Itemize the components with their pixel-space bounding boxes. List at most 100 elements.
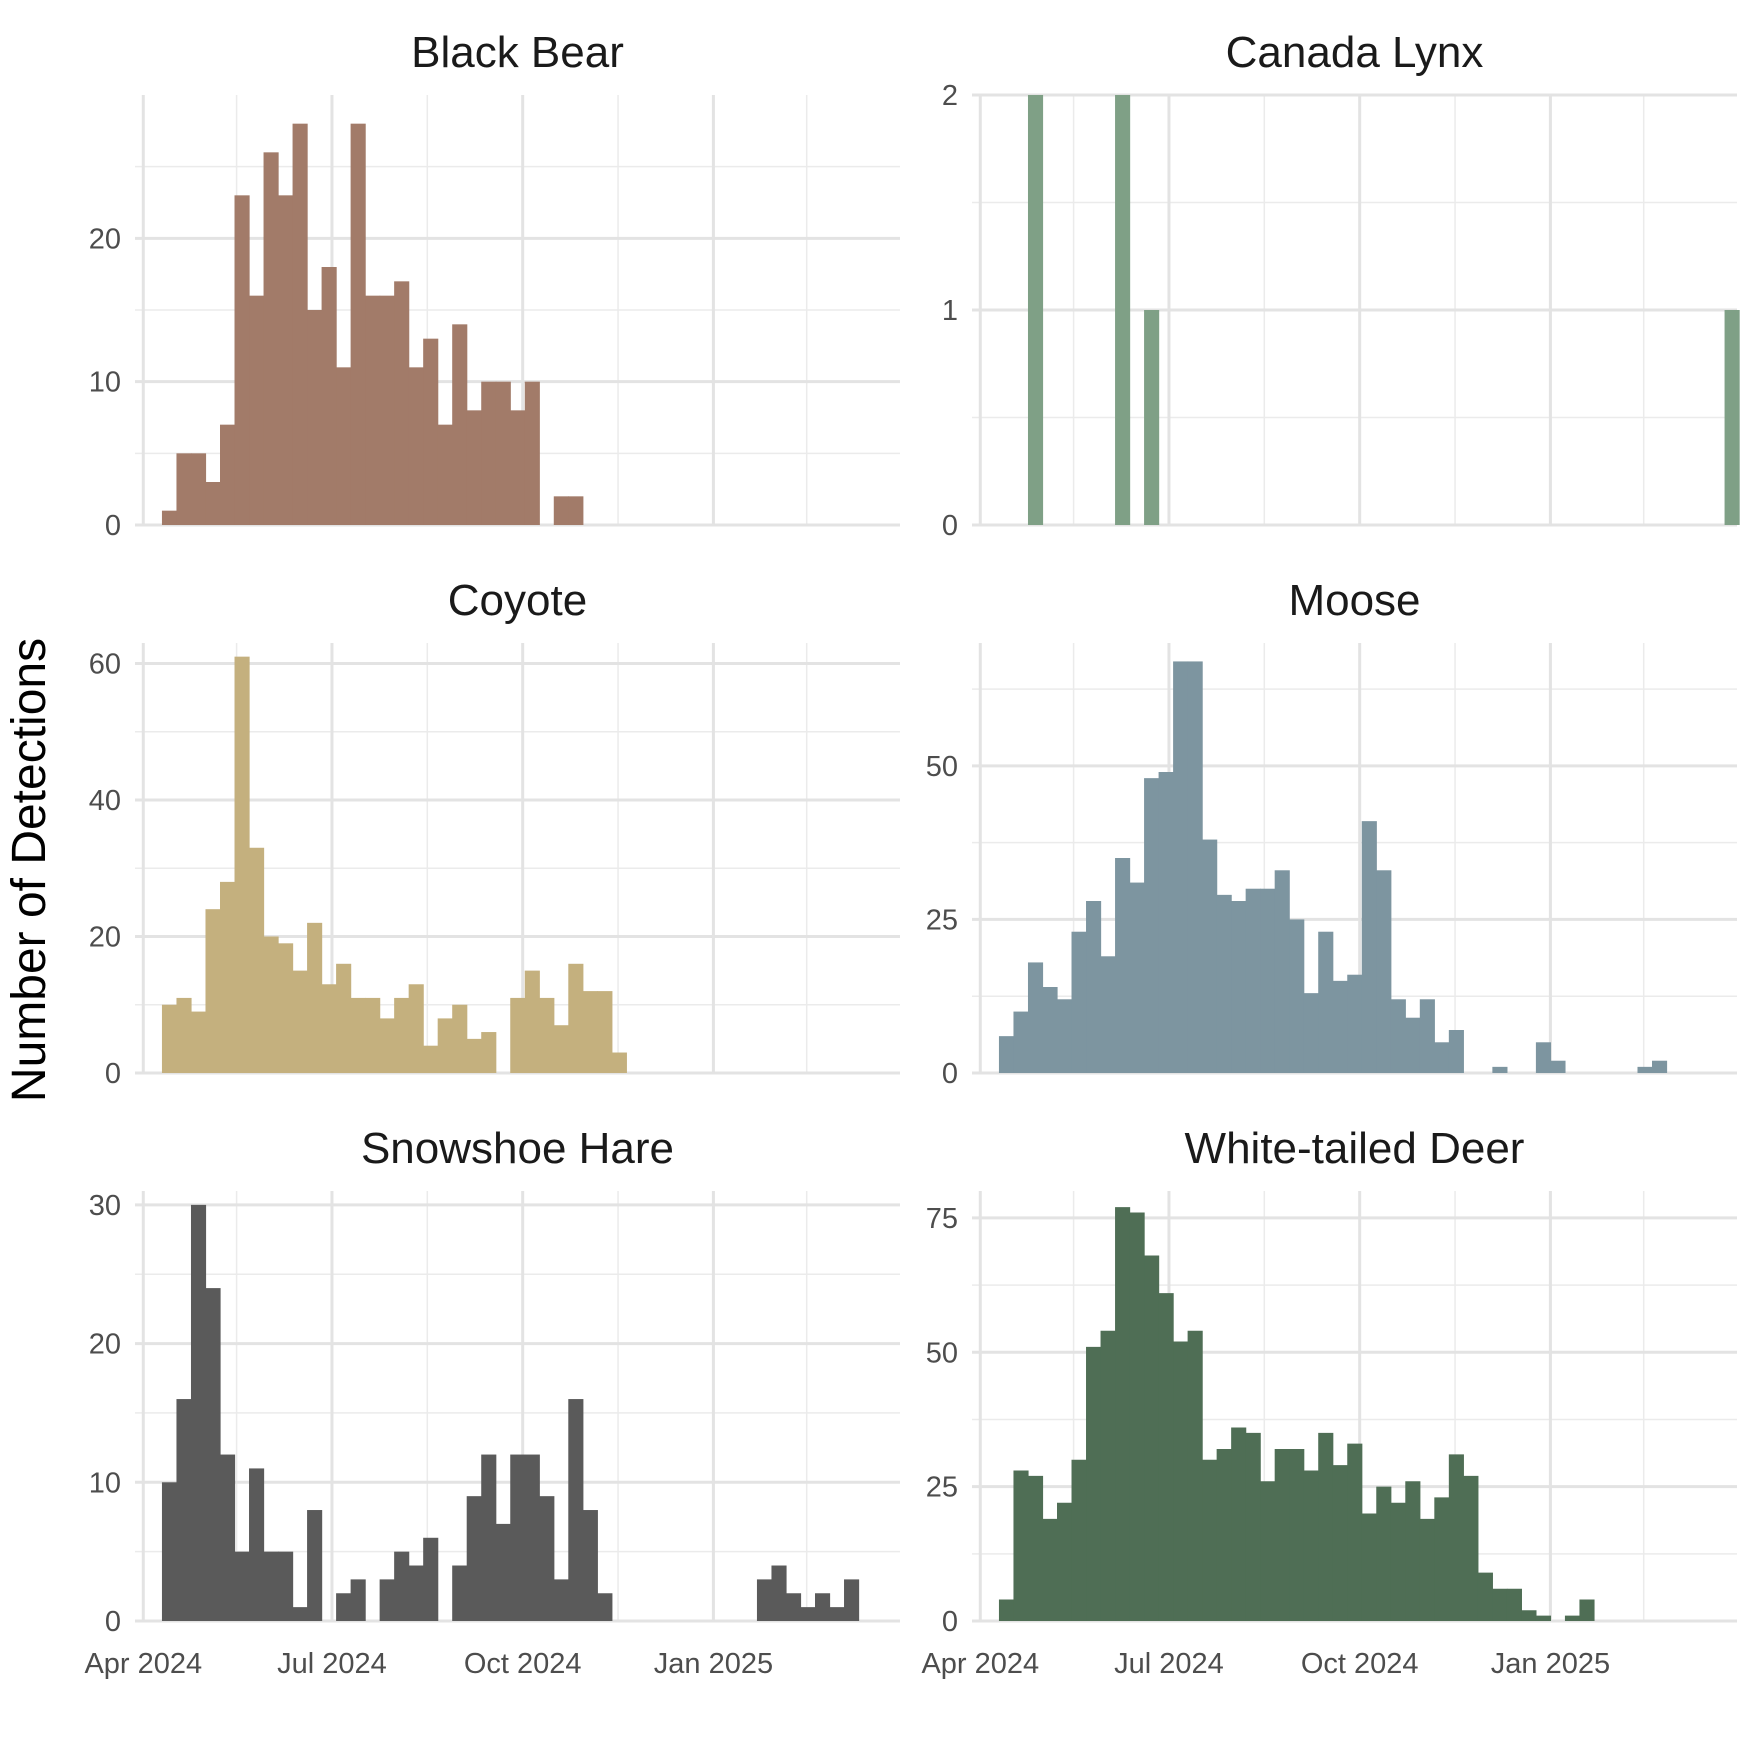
histogram-bar — [582, 1510, 598, 1621]
histogram-bar — [1535, 1615, 1552, 1621]
panel-black-bear: Black Bear 0 10 20 — [89, 28, 900, 542]
histogram-bar — [1332, 1465, 1348, 1621]
y-axis-label: Number of Detections — [3, 638, 56, 1102]
histogram-bar — [394, 997, 410, 1073]
histogram-bar — [437, 424, 453, 525]
histogram-bar — [1071, 931, 1087, 1073]
histogram-bar — [539, 1496, 555, 1621]
y-tick-label: 0 — [942, 510, 958, 542]
histogram-bar — [1376, 870, 1392, 1073]
x-tick-label: Jul 2024 — [277, 1648, 387, 1680]
histogram-bar — [161, 1482, 178, 1621]
histogram-bar — [597, 991, 613, 1073]
histogram-bar — [408, 367, 424, 525]
histogram-bar — [307, 922, 323, 1073]
y-tick-label: 0 — [105, 1058, 121, 1090]
histogram-bar — [1187, 1330, 1203, 1621]
histogram-bar — [1245, 888, 1261, 1073]
histogram-bar — [1216, 894, 1232, 1073]
histogram-bar — [568, 963, 584, 1073]
histogram-bar — [1129, 1212, 1145, 1621]
histogram-bar — [1419, 1518, 1435, 1621]
panel-title: White-tailed Deer — [1185, 1124, 1525, 1173]
histogram-bar — [394, 1551, 410, 1621]
histogram-bar — [1086, 1346, 1102, 1621]
histogram-bar — [1071, 1459, 1087, 1621]
histogram-bar — [1361, 821, 1377, 1073]
histogram-bar — [1390, 1502, 1406, 1621]
histogram-bar — [1245, 1432, 1261, 1621]
histogram-bar — [1144, 778, 1160, 1073]
histogram-bar — [1448, 1030, 1464, 1073]
histogram-bar — [1448, 1454, 1464, 1621]
histogram-bar — [1724, 310, 1740, 525]
histogram-bar — [292, 970, 308, 1073]
histogram-bar — [423, 1537, 439, 1621]
histogram-bar — [190, 453, 207, 525]
histogram-bar — [539, 997, 555, 1073]
histogram-bar — [205, 1288, 221, 1621]
histogram-bar — [1492, 1588, 1508, 1621]
histogram-bar — [1216, 1449, 1232, 1621]
histogram-bar — [1492, 1066, 1508, 1073]
histogram-bar — [481, 381, 497, 525]
histogram-bar — [307, 310, 323, 525]
histogram-bar — [1332, 980, 1348, 1073]
histogram-bar — [1405, 1481, 1421, 1621]
histogram-bar — [350, 997, 366, 1073]
histogram-bar — [1158, 1293, 1174, 1621]
histogram-bar — [176, 453, 192, 525]
histogram-bar — [321, 984, 337, 1073]
histogram-bar — [1129, 882, 1145, 1073]
histogram-bar — [553, 1025, 569, 1073]
histogram-bar — [161, 1004, 178, 1073]
histogram-bar — [1303, 993, 1319, 1073]
y-tick-label: 20 — [89, 1329, 121, 1361]
histogram-bar — [1173, 661, 1189, 1073]
histogram-bar — [249, 847, 265, 1073]
histogram-bar — [844, 1579, 860, 1621]
histogram-bar — [1057, 999, 1073, 1073]
histogram-bar — [1027, 95, 1044, 525]
histogram-bar — [800, 1607, 816, 1621]
histogram-bar — [1144, 310, 1160, 525]
x-tick-label: Oct 2024 — [1301, 1648, 1419, 1680]
histogram-bar — [307, 1510, 323, 1621]
histogram-bar — [1187, 661, 1203, 1073]
histogram-bar — [1637, 1066, 1653, 1073]
histogram-bar — [452, 1565, 468, 1621]
histogram-bar — [1013, 1470, 1029, 1621]
y-tick-label: 0 — [942, 1606, 958, 1638]
histogram-bar — [1231, 901, 1247, 1073]
histogram-bar — [408, 1565, 424, 1621]
histogram-bar — [220, 1454, 236, 1621]
histogram-bar — [829, 1607, 845, 1621]
panel-snowshoe-hare: Snowshoe Hare 0 10 20 30 Apr 2024 Jul 2024 Oct … — [84, 1124, 900, 1680]
y-tick-label: 20 — [89, 921, 121, 953]
histogram-bar — [1303, 1470, 1319, 1621]
histogram-bar — [1463, 1475, 1479, 1621]
histogram-bar — [1419, 999, 1435, 1073]
histogram-bar — [553, 496, 569, 525]
histogram-bar — [481, 1032, 497, 1073]
x-tick-label: Apr 2024 — [84, 1648, 202, 1680]
histogram-bar — [220, 424, 236, 525]
histogram-bar — [1027, 962, 1044, 1073]
y-tick-label: 0 — [942, 1058, 958, 1090]
histogram-bar — [1086, 901, 1102, 1073]
y-tick-label: 25 — [926, 1472, 958, 1504]
histogram-bar — [510, 1454, 526, 1621]
histogram-bar — [278, 1551, 294, 1621]
histogram-bar — [756, 1579, 773, 1621]
y-tick-label: 50 — [926, 1337, 958, 1369]
y-tick-label: 25 — [926, 904, 958, 936]
histogram-bar — [510, 410, 526, 525]
histogram-bar — [1013, 1011, 1029, 1073]
y-tick-label: 0 — [105, 510, 121, 542]
histogram-bar — [1521, 1610, 1537, 1621]
histogram-bar — [234, 195, 250, 525]
histogram-bar — [1260, 1481, 1276, 1621]
histogram-bar — [1158, 772, 1174, 1073]
histogram-bar — [1274, 870, 1290, 1073]
histogram-bar — [1202, 1459, 1218, 1621]
